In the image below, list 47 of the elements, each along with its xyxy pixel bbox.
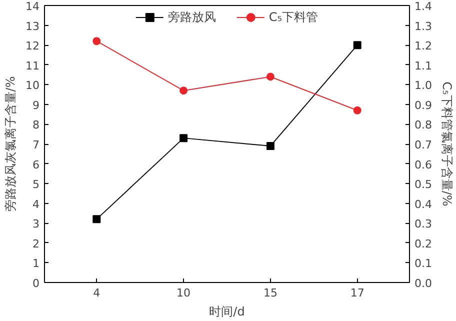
y-tick-label: 1: [32, 257, 40, 270]
y2-tick-label: 1.3: [414, 20, 432, 33]
y-tick-label: 13: [26, 20, 40, 33]
y2-tick-label: 1.2: [414, 40, 432, 53]
point: [266, 72, 274, 81]
y-tick-label: 4: [32, 198, 40, 211]
x-tick-label: 15: [263, 286, 278, 300]
y2-axis-title: C₅下料管氯离子含量/%: [440, 82, 454, 206]
y2-tick-label: 0.6: [414, 158, 432, 172]
y-tick-label: 7: [32, 138, 40, 152]
y-tick-label: 0: [32, 277, 40, 290]
legend-label: C₅下料管: [268, 8, 318, 26]
point: [92, 37, 101, 46]
point: [353, 106, 362, 114]
y-tick-label: 6: [32, 158, 40, 172]
y-tick-label: 2: [32, 237, 40, 250]
y2-tick-label: 1.4: [414, 0, 432, 13]
y2-tick-label: 0.0: [414, 277, 432, 290]
point: [266, 142, 274, 150]
y2-tick-label: 1.0: [414, 79, 432, 92]
y-tick-label: 14: [26, 0, 40, 13]
y2-tick-label: 1.1: [414, 59, 432, 72]
y-tick-label: 9: [32, 98, 40, 112]
y-tick-label: 10: [26, 79, 40, 92]
y2-tick-label: 0.3: [414, 218, 432, 231]
y2-tick-label: 0.7: [414, 138, 432, 152]
point: [92, 215, 101, 224]
y-tick-label: 5: [32, 178, 40, 192]
y2-tick-label: 0.5: [414, 178, 432, 192]
legend-label: 旁路放风: [168, 8, 216, 26]
point: [353, 41, 362, 50]
x-axis-title: 时间/d: [209, 304, 245, 318]
y-tick-label: 12: [26, 40, 40, 53]
x-tick-label: 10: [176, 286, 191, 300]
y-tick-label: 3: [32, 218, 40, 231]
y2-tick-label: 0.8: [414, 118, 432, 132]
y2-tick-label: 0.2: [414, 237, 432, 250]
x-tick-label: 17: [350, 286, 364, 300]
y-axis-title: 旁路放风灰氯离子含量/%: [4, 76, 18, 212]
point: [180, 134, 188, 142]
x-tick-label: 4: [93, 286, 100, 300]
y-tick-label: 11: [26, 59, 40, 72]
y2-tick-label: 0.9: [414, 98, 432, 112]
y2-tick-label: 0.4: [414, 198, 432, 211]
y-tick-label: 8: [32, 118, 40, 132]
y2-tick-label: 0.1: [414, 257, 432, 270]
point: [180, 86, 188, 95]
